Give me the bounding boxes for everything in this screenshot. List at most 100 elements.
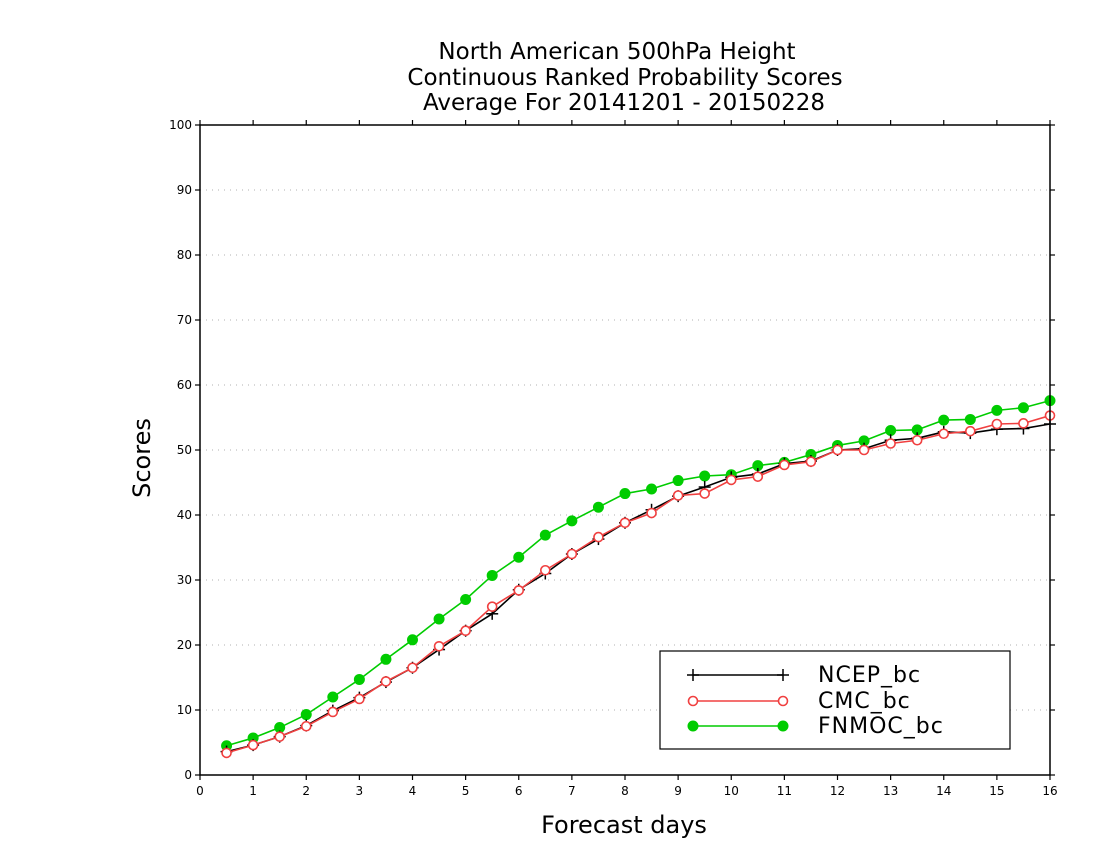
data-point-FNMOC_bc <box>566 515 578 527</box>
data-point-FNMOC_bc <box>964 413 976 425</box>
x-tick-label: 4 <box>409 784 417 798</box>
x-tick-label: 3 <box>356 784 364 798</box>
data-point-FNMOC_bc <box>619 488 631 500</box>
data-point-CMC_bc <box>1018 418 1029 429</box>
legend-marker-FNMOC_bc <box>777 720 789 732</box>
y-tick-label: 90 <box>177 183 192 197</box>
data-point-CMC_bc <box>354 693 365 705</box>
grid <box>200 189 1050 711</box>
data-point-FNMOC_bc <box>646 483 658 495</box>
legend-marker-NCEP_bc <box>687 669 699 681</box>
x-tick-label: 16 <box>1042 784 1057 798</box>
chart-title-line-1: North American 500hPa Height <box>438 39 795 65</box>
data-point-CMC_bc <box>327 706 339 718</box>
legend-label-fnmoc: FNMOC_bc <box>818 714 944 739</box>
data-point-FNMOC_bc <box>991 404 1003 416</box>
data-point-CMC_bc <box>486 601 498 612</box>
data-point-CMC_bc <box>593 531 604 543</box>
data-point-FNMOC_bc <box>300 709 312 721</box>
legend-box <box>659 650 1011 750</box>
data-point-CMC_bc <box>540 564 551 576</box>
data-point-CMC_bc <box>646 507 657 519</box>
data-point-FNMOC_bc <box>407 634 418 646</box>
data-point-FNMOC_bc <box>513 551 525 563</box>
data-point-CMC_bc <box>911 434 923 446</box>
data-point-CMC_bc <box>619 517 631 529</box>
x-tick-label: 6 <box>515 784 523 798</box>
data-point-CMC_bc <box>433 640 445 652</box>
data-point-FNMOC_bc <box>327 691 339 703</box>
y-tick-label: 80 <box>177 248 192 262</box>
data-point-CMC_bc <box>858 444 870 456</box>
chart-title-line-3: Average For 20141201 - 20150228 <box>423 90 825 116</box>
x-tick-label: 13 <box>883 784 898 798</box>
data-point-FNMOC_bc <box>380 653 392 665</box>
data-point-CMC_bc <box>805 456 817 468</box>
legend-marker-NCEP_bc <box>777 669 789 681</box>
data-point-CMC_bc <box>672 490 684 501</box>
x-tick-label: 12 <box>830 784 845 798</box>
data-point-FNMOC_bc <box>433 613 445 625</box>
data-point-FNMOC_bc <box>672 475 684 487</box>
legend-label-ncep: NCEP_bc <box>818 663 921 688</box>
x-axis-title: Forecast days <box>541 811 707 839</box>
data-point-CMC_bc <box>965 425 976 437</box>
x-tick-label: 1 <box>249 784 257 798</box>
data-point-FNMOC_bc <box>885 425 897 436</box>
x-tick-label: 8 <box>621 784 629 798</box>
data-point-CMC_bc <box>566 548 578 560</box>
series-CMC_bc <box>221 410 1056 759</box>
x-tick-label: 10 <box>724 784 739 798</box>
y-tick-label: 0 <box>184 768 192 782</box>
data-point-CMC_bc <box>991 418 1003 430</box>
y-tick-label: 70 <box>177 313 192 327</box>
y-tick-label: 10 <box>177 703 192 717</box>
y-tick-label: 50 <box>177 443 192 457</box>
data-point-CMC_bc <box>752 471 764 482</box>
x-tick-label: 2 <box>302 784 310 798</box>
data-point-CMC_bc <box>221 747 232 759</box>
y-tick-label: 60 <box>177 378 192 392</box>
data-point-CMC_bc <box>699 488 710 499</box>
data-point-FNMOC_bc <box>1017 402 1029 414</box>
data-point-FNMOC_bc <box>539 529 551 541</box>
y-tick-label: 100 <box>169 118 192 132</box>
data-point-CMC_bc <box>779 459 790 471</box>
chart-title-line-2: Continuous Ranked Probability Scores <box>407 65 842 91</box>
data-point-CMC_bc <box>300 720 312 732</box>
x-tick-label: 15 <box>989 784 1004 798</box>
y-tick-label: 40 <box>177 508 192 522</box>
legend-marker-FNMOC_bc <box>687 720 699 732</box>
y-tick-label: 30 <box>177 573 192 587</box>
x-tick-label: 7 <box>568 784 576 798</box>
plot-series <box>220 395 1056 759</box>
data-point-CMC_bc <box>513 585 525 596</box>
data-point-CMC_bc <box>460 625 471 637</box>
legend-marker-CMC_bc <box>777 695 789 707</box>
data-point-FNMOC_bc <box>592 501 604 513</box>
legend: NCEP_bc CMC_bc FNMOC_bc <box>659 650 1011 750</box>
data-point-FNMOC_bc <box>699 470 711 482</box>
data-point-CMC_bc <box>247 739 259 751</box>
x-tick-label: 5 <box>462 784 470 798</box>
data-point-CMC_bc <box>725 474 737 486</box>
x-tick-label: 9 <box>674 784 682 798</box>
data-point-FNMOC_bc <box>353 673 365 685</box>
y-tick-label: 20 <box>177 638 192 652</box>
x-tick-label: 14 <box>936 784 951 798</box>
y-axis-title: Scores <box>128 418 156 498</box>
data-point-FNMOC_bc <box>938 414 950 426</box>
data-point-CMC_bc <box>938 428 950 440</box>
data-point-CMC_bc <box>407 662 418 674</box>
data-point-FNMOC_bc <box>486 569 498 581</box>
data-point-CMC_bc <box>885 438 896 449</box>
data-point-CMC_bc <box>274 731 285 742</box>
x-tick-label: 11 <box>777 784 792 798</box>
x-tick-label: 0 <box>196 784 204 798</box>
data-point-CMC_bc <box>832 444 843 456</box>
data-point-CMC_bc <box>380 676 392 687</box>
data-point-FNMOC_bc <box>460 594 472 605</box>
legend-label-cmc: CMC_bc <box>818 689 911 714</box>
